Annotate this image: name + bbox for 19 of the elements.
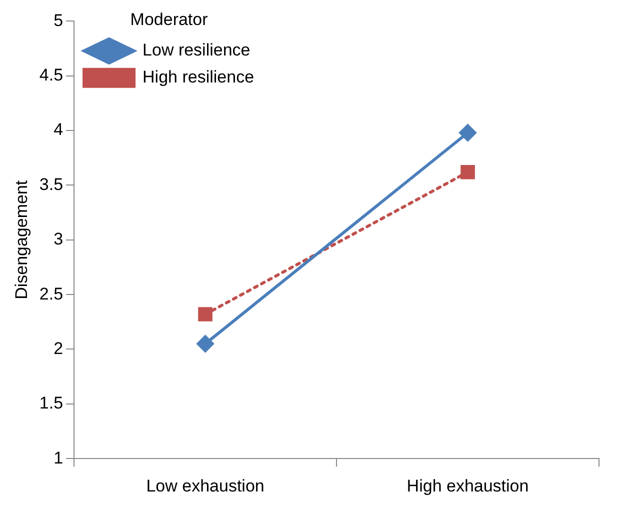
legend-label: High resilience [142, 68, 254, 87]
y-tick-label: 5 [54, 10, 64, 30]
legend-label: Low resilience [142, 40, 250, 60]
point [196, 335, 214, 352]
y-axis-title: Disengagement [12, 180, 31, 300]
point [198, 307, 212, 322]
y-tick-label: 2 [54, 338, 64, 358]
y-tick-label: 3.5 [39, 174, 64, 194]
y-tick-label: 1 [54, 448, 64, 468]
y-tick-label: 4.5 [39, 66, 64, 85]
point [459, 124, 476, 142]
y-tick-label: 4 [54, 120, 64, 140]
y-tick-label: 1.5 [39, 394, 64, 413]
x-tick-label: Low exhaustion [146, 476, 264, 496]
y-tick-label: 3 [54, 230, 64, 249]
point [460, 164, 475, 180]
legend-title: Moderator [130, 10, 208, 30]
y-tick-label: 2.5 [39, 284, 64, 304]
x-tick-label: High exhaustion [406, 476, 529, 496]
